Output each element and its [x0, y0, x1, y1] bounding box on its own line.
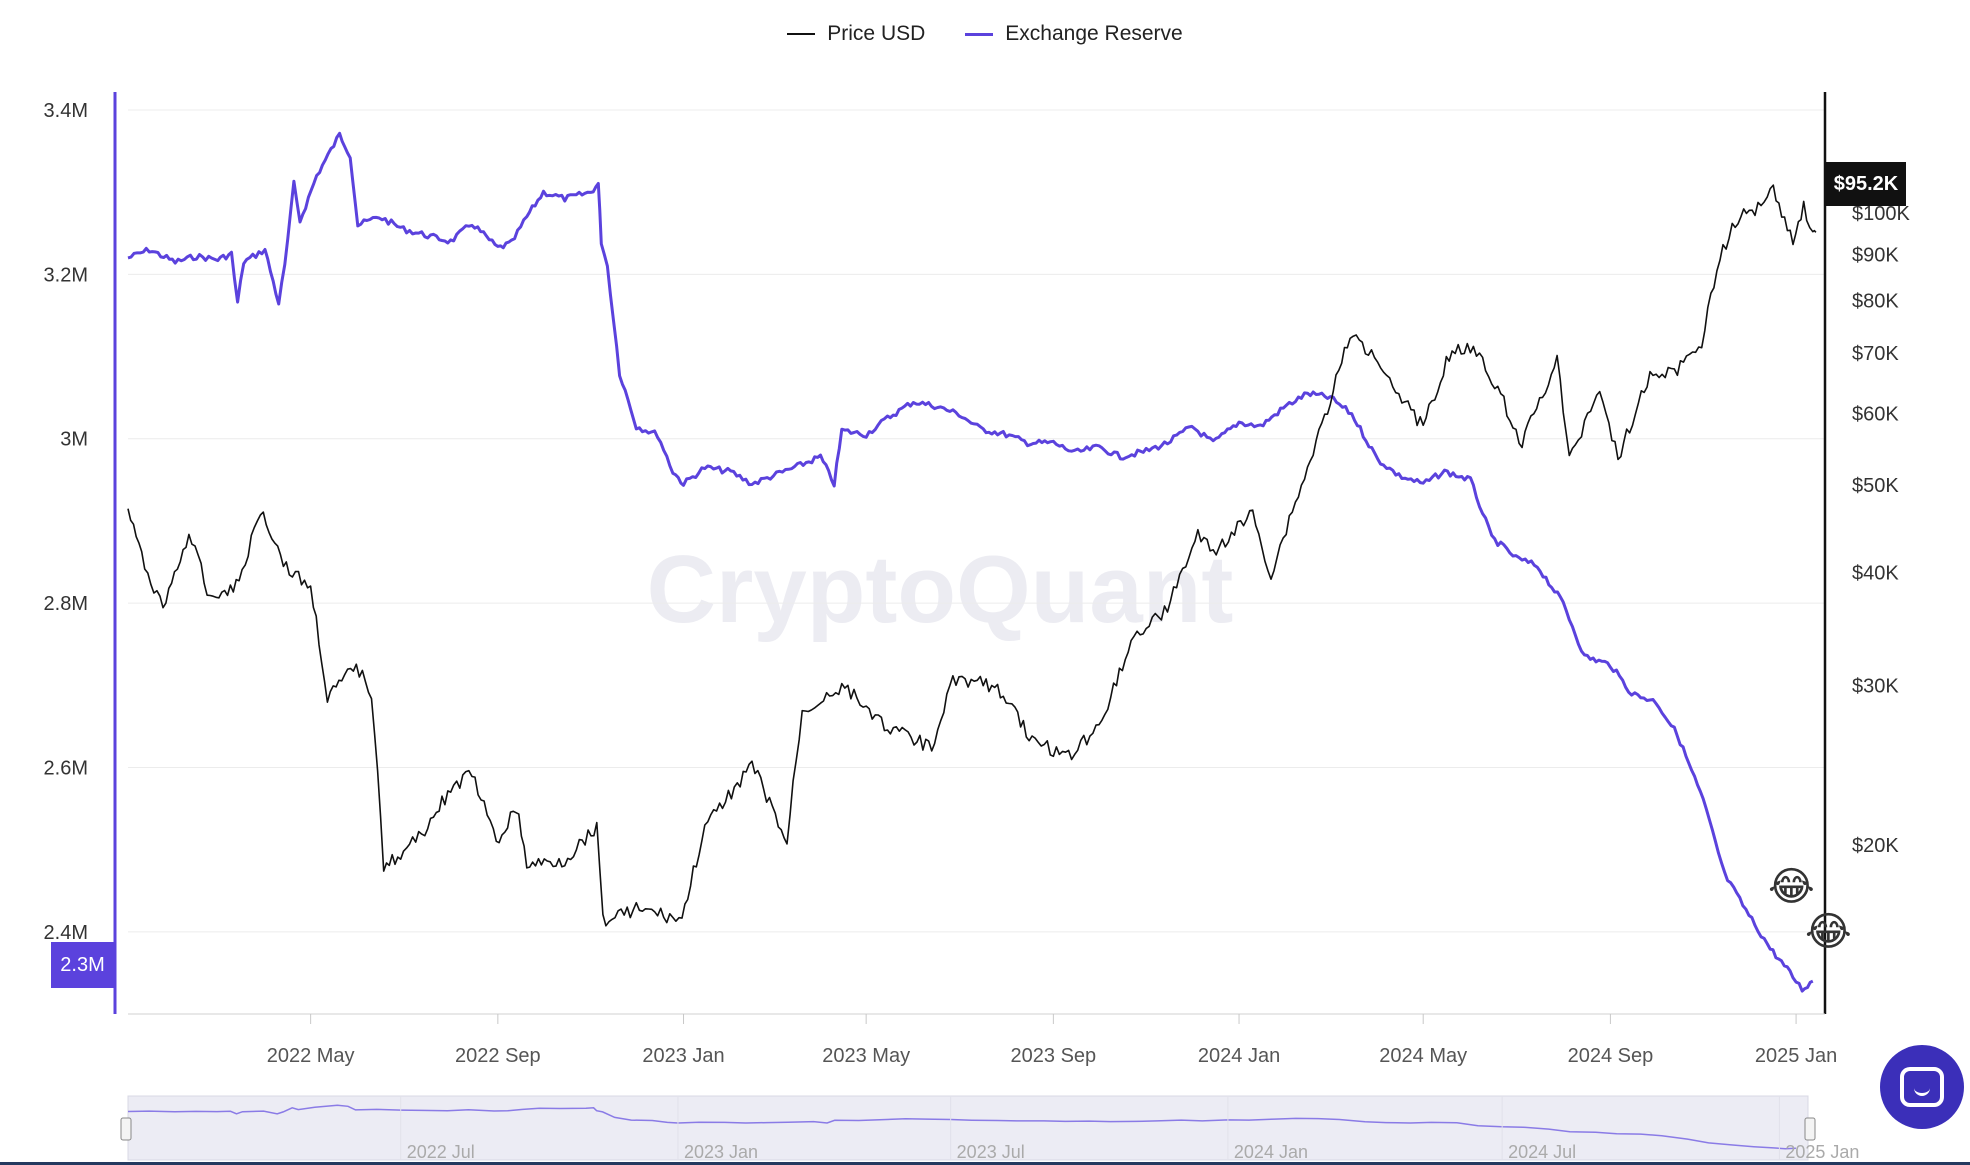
navigator-label: 2022 Jul [407, 1142, 475, 1162]
y-right-tick-label: $20K [1852, 835, 1899, 857]
navigator: 2022 Jul 2023 Jan 2023 Jul 2024 Jan 2024 Jul… [120, 1095, 1859, 1162]
x-tick-label: 2022 Sep [455, 1045, 541, 1067]
y-right-tick-label: $90K [1852, 244, 1899, 266]
y-left-tick-label: 2.6M [44, 757, 88, 779]
y-right-tick-label: $40K [1852, 563, 1899, 585]
navigator-label: 2023 Jan [684, 1142, 758, 1162]
left-axis: 3.4M 3.2M 3M 2.8M 2.6M 2.4M [44, 92, 117, 1014]
navigator-series-line [127, 1104, 1796, 1150]
navigator-handle-left[interactable] [120, 1117, 132, 1141]
navigator-label: 2023 Jul [957, 1142, 1025, 1162]
laughing-emoji-icon: 😂 [1768, 865, 1815, 909]
navigator-handle-right[interactable] [1804, 1117, 1816, 1141]
legend-swatch-price [787, 33, 816, 35]
y-left-tick-label: 3.2M [44, 264, 88, 286]
navigator-label: 2024 Jan [1234, 1142, 1308, 1162]
watermark: CryptoQuant [647, 536, 1234, 643]
y-right-tick-label: $50K [1852, 475, 1899, 497]
series-line-exchange-reserve[interactable] [127, 131, 1814, 993]
chart-legend: Price USD Exchange Reserve [0, 22, 1970, 46]
legend-item-reserve[interactable]: Exchange Reserve [965, 22, 1183, 46]
navigator-label: 2025 Jan [1785, 1142, 1859, 1162]
x-tick-label: 2024 May [1379, 1045, 1467, 1067]
x-tick-label: 2022 May [267, 1045, 355, 1067]
y-right-tick-label: $60K [1852, 404, 1899, 426]
right-axis: $100K $90K $80K $70K $60K $50K $40K $30K $20K [1823, 92, 1910, 1014]
navigator-label: 2024 Jul [1508, 1142, 1576, 1162]
y-right-tick-label: $80K [1852, 291, 1899, 313]
bottom-edge [0, 1162, 1970, 1165]
chat-bubble-icon [1900, 1067, 1944, 1107]
y-left-tick-label: 3.4M [44, 100, 88, 122]
y-left-tick-label: 2.4M [44, 922, 88, 944]
y-left-tick-label: 2.8M [44, 593, 88, 615]
reserve-current-badge: 2.3M [51, 942, 114, 988]
x-tick-label: 2023 May [822, 1045, 910, 1067]
legend-label-price: Price USD [827, 22, 926, 45]
legend-swatch-reserve [965, 32, 994, 36]
legend-item-price[interactable]: Price USD [787, 22, 925, 46]
y-left-tick-label: 3M [60, 429, 88, 451]
y-right-tick-label: $100K [1852, 203, 1910, 225]
series-line-price-usd[interactable] [127, 184, 1817, 927]
x-tick-label: 2023 Sep [1011, 1045, 1097, 1067]
x-tick-label: 2024 Jan [1198, 1045, 1280, 1067]
price-current-badge: $95.2K [1826, 162, 1906, 206]
y-right-tick-label: $70K [1852, 343, 1899, 365]
x-axis: 2022 May 2022 Sep 2023 Jan 2023 May 2023 Sep… [128, 1013, 1837, 1067]
laughing-emoji-icon: 😂 [1805, 910, 1852, 954]
x-tick-label: 2024 Sep [1568, 1045, 1654, 1067]
gridlines [128, 109, 1825, 933]
chat-button[interactable] [1880, 1045, 1964, 1129]
series-lines [127, 131, 1817, 993]
x-tick-label: 2023 Jan [642, 1045, 724, 1067]
x-tick-label: 2025 Jan [1755, 1045, 1837, 1067]
y-right-tick-label: $30K [1852, 676, 1899, 698]
legend-label-reserve: Exchange Reserve [1005, 22, 1183, 45]
